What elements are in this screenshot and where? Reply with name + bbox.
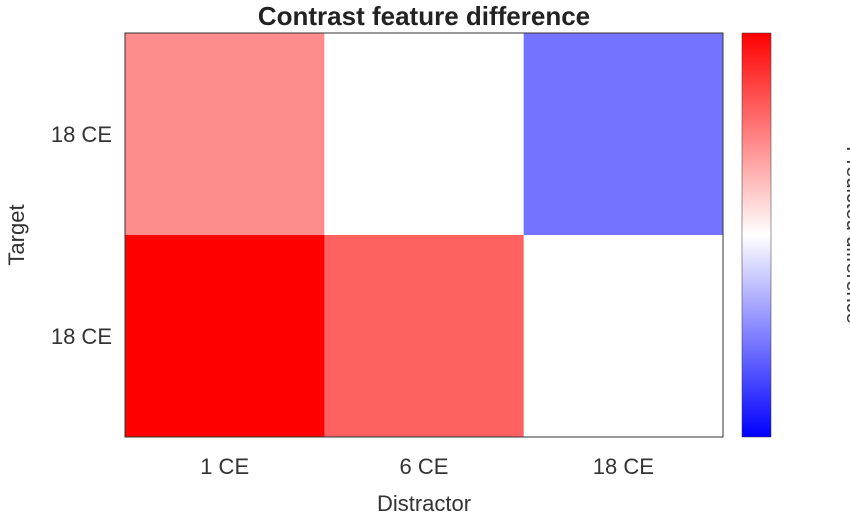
heatmap-cell [523,33,724,236]
heatmap-cell [324,235,525,438]
x-tick-labels: 1 CE 6 CE 18 CE [200,454,654,479]
y-tick-labels: 18 CE 18 CE [51,122,112,349]
heatmap-cells [125,33,724,438]
x-tick-label: 6 CE [400,454,449,479]
heatmap-cell [324,33,525,236]
heatmap-cell [125,33,325,236]
colorbar-label: Predicted difference [842,146,850,324]
x-tick-label: 1 CE [200,454,249,479]
y-axis-label: Target [4,204,29,265]
x-axis-label: Distractor [377,491,471,516]
colorbar [741,32,772,438]
heatmap-cell [523,235,724,438]
y-tick-label: 18 CE [51,324,112,349]
chart-title: Contrast feature difference [258,1,590,31]
x-tick-label: 18 CE [593,454,654,479]
plot-border [124,32,724,438]
y-tick-label: 18 CE [51,122,112,147]
heatmap-cell [125,235,325,438]
